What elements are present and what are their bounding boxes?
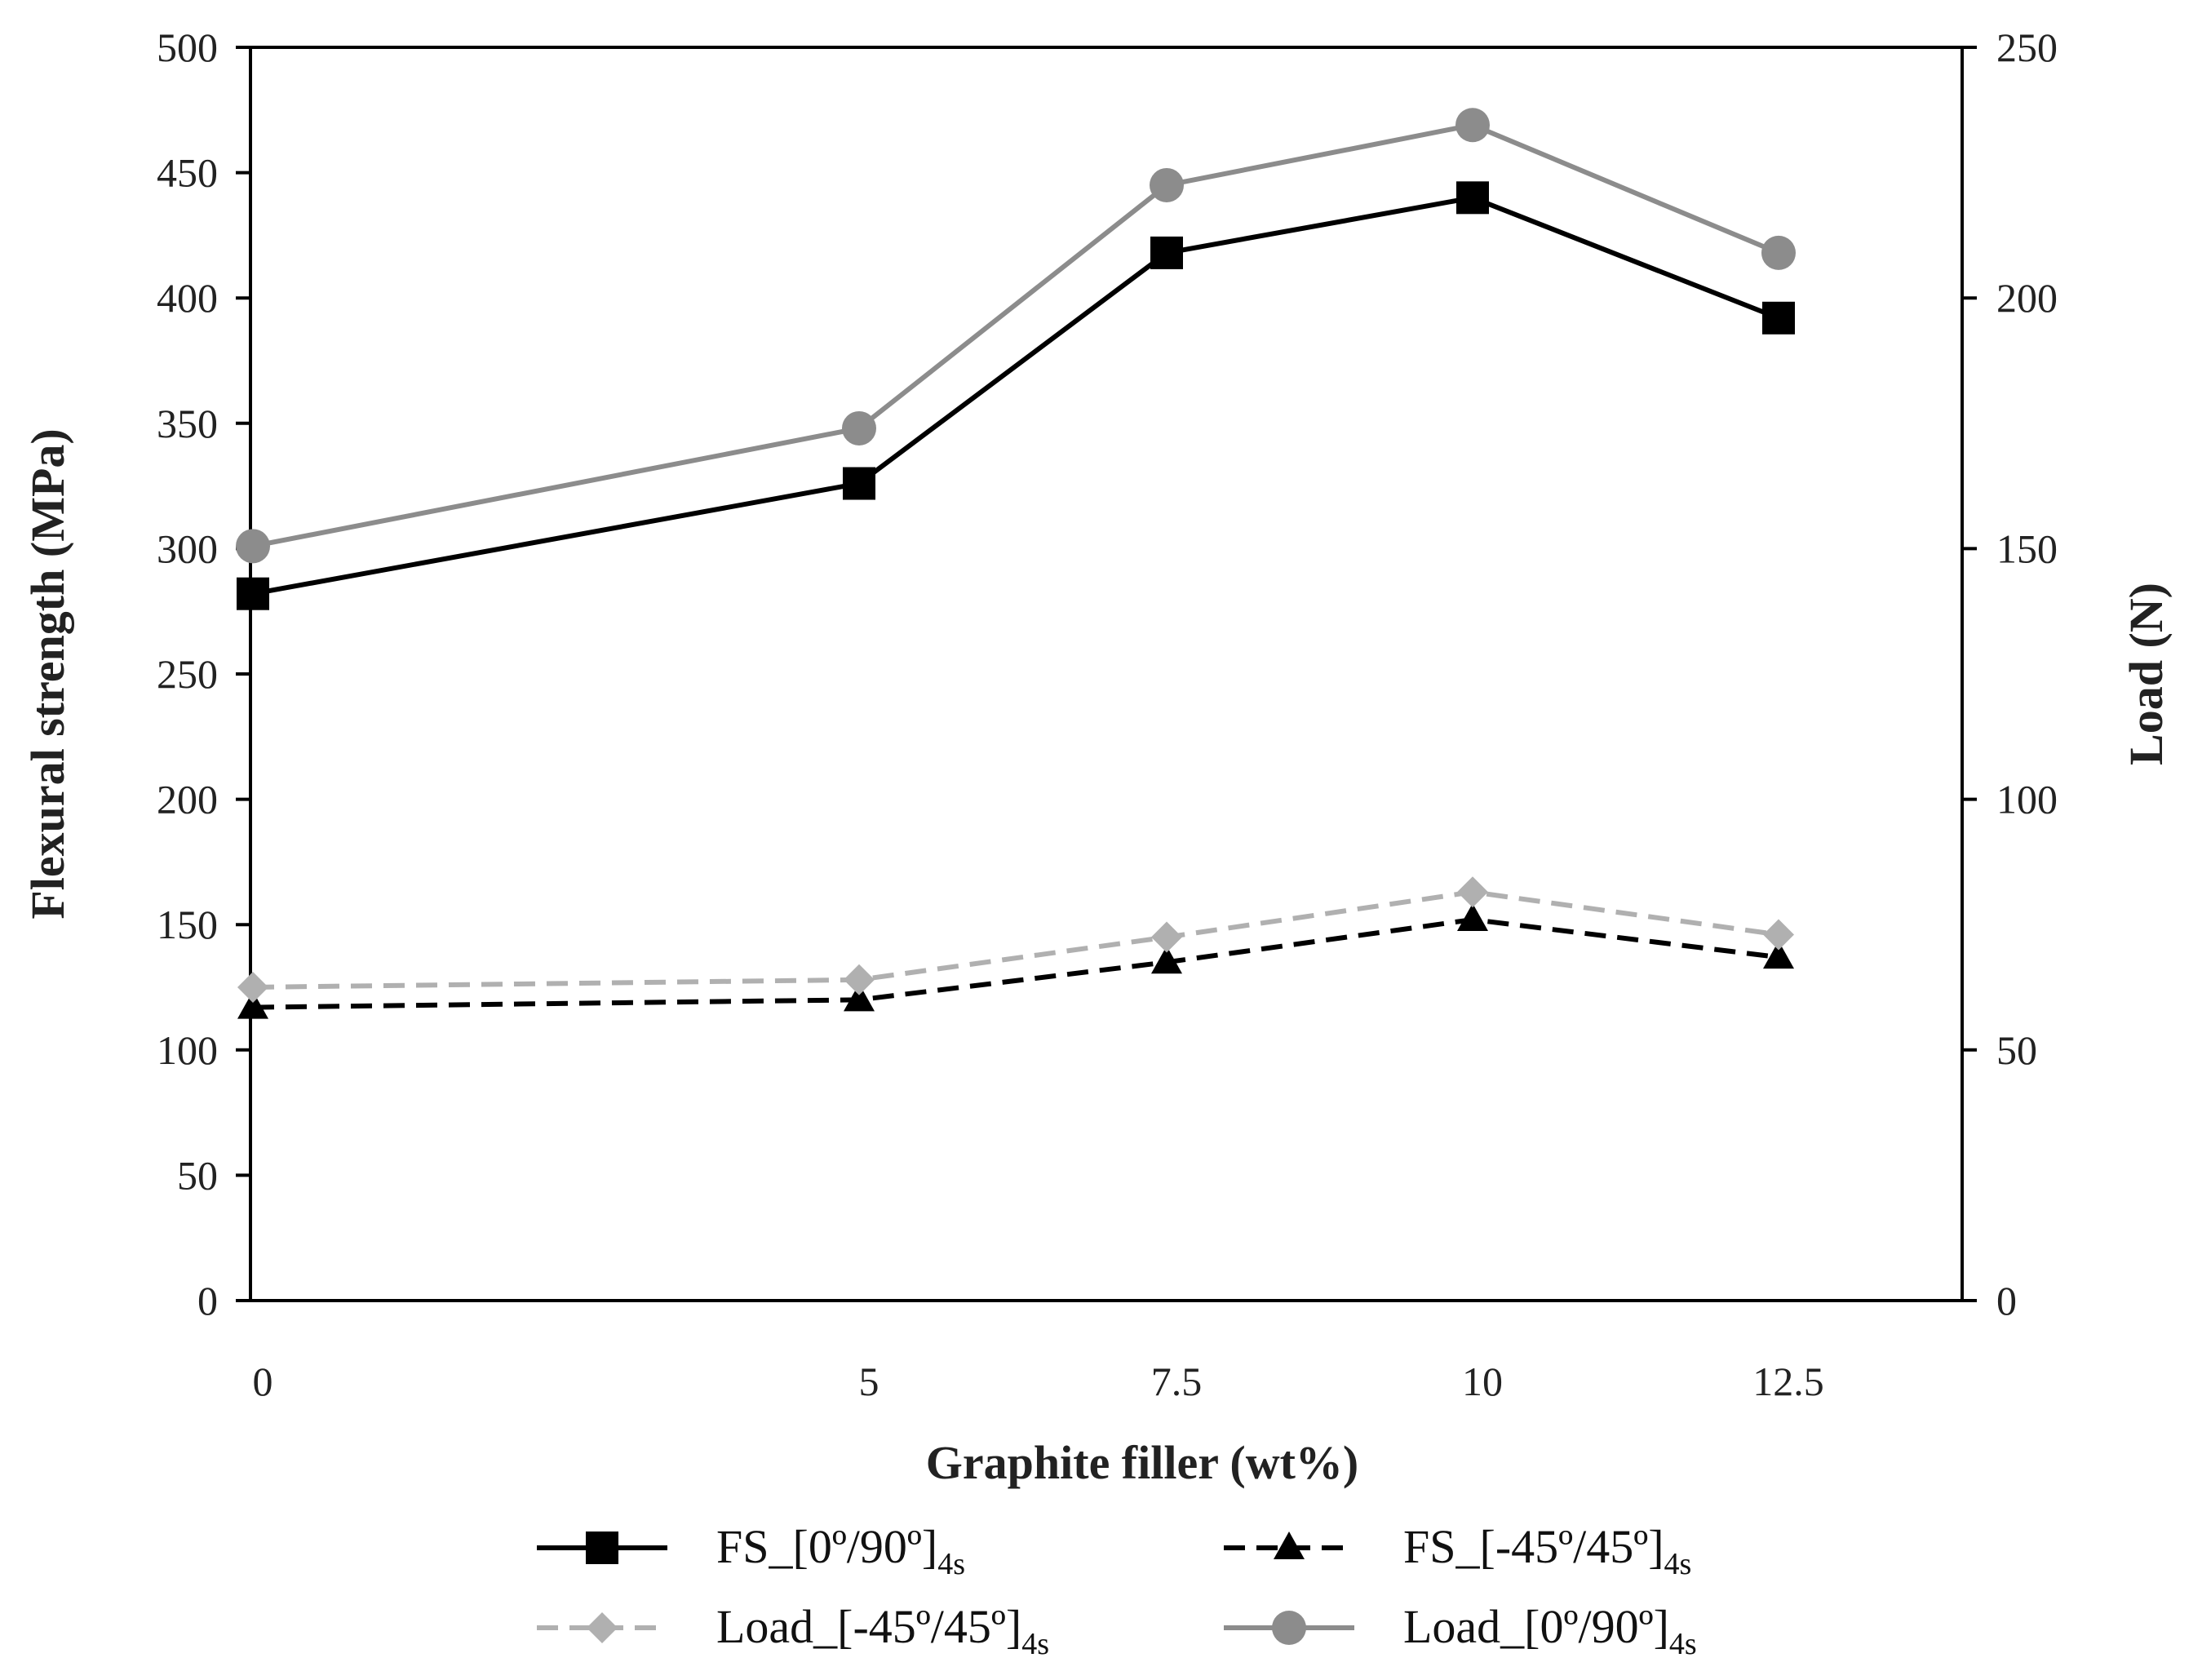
left-tick-label-1: 50 [177, 1152, 218, 1198]
legend-label-2: Load_[-45º/45º]4s [716, 1600, 1049, 1661]
legend-marker-0 [586, 1532, 618, 1564]
series-0-point-0 [237, 577, 269, 610]
series-1-point-4 [1763, 941, 1794, 969]
left-tick-label-4: 200 [157, 777, 218, 822]
series-0-point-2 [1150, 236, 1183, 269]
x-tick-label-0: 0 [253, 1359, 273, 1404]
x-tick-label-3: 10 [1462, 1359, 1503, 1404]
right-axis-ticks: 0 50 100 150 200 250 [1962, 24, 2058, 1323]
x-tick-label-2: 7.5 [1151, 1359, 1203, 1404]
legend-label-1: FS_[-45º/45º]4s [1403, 1520, 1691, 1581]
series-2-point-3 [1457, 876, 1488, 908]
left-tick-label-6: 300 [157, 525, 218, 571]
right-tick-label-4: 200 [1996, 275, 2058, 321]
legend-marker-3 [1272, 1611, 1306, 1645]
series-2-point-1 [844, 964, 875, 995]
left-tick-label-8: 400 [157, 275, 218, 321]
legend-label-subscript-3: 4s [1669, 1627, 1697, 1661]
legend-marker-2 [587, 1612, 618, 1643]
series-2-point-2 [1151, 921, 1182, 953]
series-0-point-4 [1762, 301, 1795, 335]
right-tick-label-3: 150 [1996, 525, 2058, 571]
x-tick-label-4: 12.5 [1752, 1359, 1824, 1404]
legend-label-3: Load_[0º/90º]4s [1403, 1600, 1697, 1661]
series-3-point-3 [1455, 108, 1490, 143]
left-tick-label-5: 250 [157, 651, 218, 697]
series-3-point-1 [842, 410, 876, 445]
right-tick-label-2: 100 [1996, 777, 2058, 822]
y2-axis-title: Load (N) [2120, 583, 2173, 765]
series-line-3 [252, 122, 1780, 549]
y-axis-title: Flexural strength (MPa) [21, 428, 74, 919]
legend-marker-1 [1274, 1532, 1305, 1559]
right-tick-label-0: 0 [1996, 1278, 2017, 1323]
legend: FS_[0º/90º]4s FS_[-45º/45º]4s Load_[-45º/4… [537, 1520, 1697, 1661]
series-line-2 [252, 889, 1779, 990]
right-tick-label-5: 250 [1996, 24, 2058, 70]
series-line-1 [252, 917, 1779, 1010]
series-line-0 [252, 195, 1780, 596]
series-layer [236, 108, 1796, 1019]
x-axis-title: Graphite filler (wt%) [926, 1436, 1358, 1489]
left-tick-label-0: 0 [197, 1278, 218, 1323]
series-2-point-0 [237, 972, 268, 1003]
left-tick-label-10: 500 [157, 24, 218, 70]
x-axis-ticks: 0 5 7.5 10 12.5 [253, 1359, 1824, 1404]
series-0-point-1 [843, 467, 875, 500]
series-1-point-0 [237, 991, 268, 1019]
series-1-point-2 [1151, 946, 1182, 974]
series-3-point-4 [1761, 235, 1796, 270]
left-tick-label-7: 350 [157, 401, 218, 446]
legend-label-0: FS_[0º/90º]4s [716, 1520, 965, 1581]
right-tick-label-1: 50 [1996, 1027, 2037, 1073]
x-tick-label-1: 5 [859, 1359, 879, 1404]
series-1-point-1 [844, 983, 875, 1012]
left-tick-label-3: 150 [157, 902, 218, 947]
series-0-point-3 [1456, 181, 1489, 215]
legend-label-subscript-0: 4s [937, 1547, 965, 1581]
series-2-point-4 [1763, 919, 1794, 951]
series-3-point-0 [236, 529, 270, 564]
series-1-point-3 [1457, 903, 1488, 932]
left-tick-label-9: 450 [157, 150, 218, 196]
legend-label-subscript-2: 4s [1021, 1627, 1049, 1661]
left-tick-label-2: 100 [157, 1027, 218, 1073]
legend-label-subscript-1: 4s [1664, 1547, 1692, 1581]
series-3-point-2 [1150, 167, 1184, 202]
left-axis-ticks: 0 50 100 150 200 250 300 350 400 450 500 [157, 24, 250, 1323]
